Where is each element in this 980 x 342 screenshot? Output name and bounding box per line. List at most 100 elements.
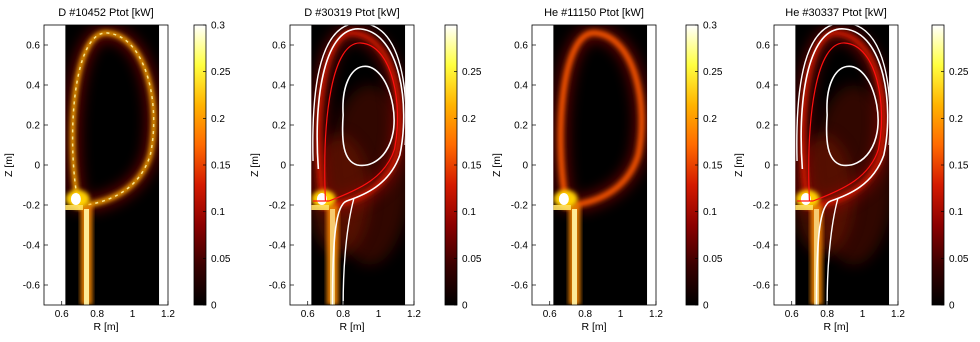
- colorbar-tick-label: 0: [949, 301, 955, 312]
- outer-flux-contour: [312, 25, 406, 162]
- chart-panel-1: 0.6 0.4 0.2 0 -0.2 -0.4 -0.6 0.6 0.8 1 1.2 D #10452…: [3, 7, 231, 333]
- colorbar-tick-label: 0: [703, 301, 709, 312]
- x-tick-label: 1: [618, 309, 624, 320]
- outer-leg-contour: [342, 198, 355, 305]
- x-tick-label: 0.8: [820, 309, 834, 320]
- emission-band-peak: [71, 32, 155, 210]
- y-tick-label: -0.2: [269, 201, 287, 212]
- colorbar-tick-label: 0.05: [703, 254, 723, 265]
- heatmap: [795, 25, 890, 305]
- y-axis-label: Z [m]: [491, 153, 503, 177]
- y-tick-label: 0.6: [272, 41, 286, 52]
- divertor-leg-core: [330, 209, 336, 305]
- x-tick-label: 1.2: [891, 309, 905, 320]
- y-tick-label: 0.4: [272, 81, 286, 92]
- y-tick-label: -0.2: [511, 201, 529, 212]
- colorbar-tick-label: 0.15: [703, 161, 723, 172]
- y-axis-label: Z [m]: [733, 153, 745, 177]
- y-tick-label: -0.4: [511, 241, 529, 252]
- xpoint-hotspot-core: [558, 193, 569, 205]
- heatmap: [65, 25, 160, 305]
- y-tick-label: -0.6: [753, 281, 771, 292]
- colorbar-tick-label: 0.15: [949, 161, 969, 172]
- panel-title: He #11150 Ptot [kW]: [544, 7, 644, 19]
- y-tick-label: 0.4: [26, 81, 40, 92]
- colorbar-tick-label: 0.1: [462, 207, 476, 218]
- inner-target-strike: [65, 205, 83, 210]
- x-tick-label: 1: [860, 309, 866, 320]
- x-tick-label: 0.8: [578, 309, 592, 320]
- x-tick-label: 1: [130, 309, 136, 320]
- colorbar: 0.25 0.2 0.15 0.1 0.05 0: [931, 24, 969, 312]
- emission-band: [557, 30, 645, 210]
- colorbar-tick-label: 0.1: [949, 207, 963, 218]
- xpoint-hotspot-core: [70, 193, 81, 205]
- colorbar-tick-label: 0.25: [462, 67, 482, 78]
- xpoint-hotspot-core: [316, 193, 327, 205]
- y-tick-label: 0.4: [756, 81, 770, 92]
- outer-flux-contour: [796, 25, 890, 162]
- x-tick-label: 1.2: [649, 309, 663, 320]
- y-tick-label: 0.4: [514, 81, 528, 92]
- chart-panel-3: 0.6 0.4 0.2 0 -0.2 -0.4 -0.6 0.6 0.8 1 1.2 He #1115…: [491, 7, 723, 333]
- y-tick-label: 0: [764, 161, 770, 172]
- x-tick-label: 1.2: [161, 309, 175, 320]
- x-axis-label: R [m]: [339, 321, 364, 333]
- divertor-leg-core: [84, 209, 90, 305]
- y-tick-label: 0.2: [514, 121, 528, 132]
- x-tick-label: 1.2: [407, 309, 421, 320]
- colorbar-tick-label: 0.15: [462, 161, 482, 172]
- x-tick-label: 0.6: [543, 309, 557, 320]
- outer-leg-contour: [826, 198, 839, 305]
- y-axis-label: Z [m]: [249, 153, 261, 177]
- colorbar-tick-label: 0.2: [211, 114, 225, 125]
- colorbar-tick-label: 0.25: [949, 67, 969, 78]
- panel-title: D #10452 Ptot [kW]: [58, 7, 153, 19]
- chart-panel-2: 0.6 0.4 0.2 0 -0.2 -0.4 -0.6 0.6 0.8 1 1.2 D #30319…: [249, 7, 482, 333]
- colorbar-tick-label: 0.3: [211, 21, 225, 32]
- y-tick-label: 0.2: [272, 121, 286, 132]
- colorbar-tick-label: 0.2: [949, 114, 963, 125]
- colorbar-tick-label: 0.05: [462, 254, 482, 265]
- xpoint-hotspot-core: [800, 193, 811, 205]
- y-tick-label: -0.4: [23, 241, 41, 252]
- y-tick-label: -0.4: [753, 241, 771, 252]
- colorbar: 0.3 0.25 0.2 0.15 0.1 0.05 0: [193, 21, 231, 312]
- colorbar-tick-label: 0.1: [211, 207, 225, 218]
- separatrix-contour: [316, 28, 405, 305]
- heatmap: [553, 25, 648, 305]
- core-contour: [341, 65, 395, 167]
- y-tick-label: -0.6: [269, 281, 287, 292]
- colorbar-tick-label: 0.2: [703, 114, 717, 125]
- y-tick-label: 0: [522, 161, 528, 172]
- x-tick-label: 0.8: [336, 309, 350, 320]
- x-tick-label: 0.8: [90, 309, 104, 320]
- y-tick-label: -0.2: [23, 201, 41, 212]
- inner-target-strike: [553, 205, 571, 210]
- y-tick-label: -0.2: [753, 201, 771, 212]
- panel-title: D #30319 Ptot [kW]: [304, 7, 399, 19]
- y-tick-label: 0: [34, 161, 40, 172]
- inner-target-strike: [311, 205, 329, 210]
- x-axis-label: R [m]: [823, 321, 848, 333]
- colorbar-tick-label: 0.1: [703, 207, 717, 218]
- colorbar: 0.25 0.2 0.15 0.1 0.05 0: [444, 24, 482, 312]
- y-tick-label: 0.6: [514, 41, 528, 52]
- chart-panel-4: 0.6 0.4 0.2 0 -0.2 -0.4 -0.6 0.6 0.8 1 1.2 He #3033…: [733, 7, 969, 333]
- y-tick-label: 0.2: [26, 121, 40, 132]
- colorbar-tick-label: 0: [211, 301, 217, 312]
- colorbar-tick-label: 0: [462, 301, 468, 312]
- lcfs-contour: [313, 42, 399, 202]
- y-tick-label: 0.6: [756, 41, 770, 52]
- inner-target-strike: [795, 205, 813, 210]
- x-tick-label: 1: [376, 309, 382, 320]
- y-tick-label: -0.4: [269, 241, 287, 252]
- colorbar: 0.3 0.25 0.2 0.15 0.1 0.05 0: [685, 21, 723, 312]
- lcfs-contour: [797, 42, 883, 202]
- core-contour: [825, 65, 879, 167]
- panel-title: He #30337 Ptot [kW]: [785, 7, 887, 19]
- divertor-leg-core: [814, 209, 820, 305]
- y-axis-label: Z [m]: [3, 153, 15, 177]
- y-tick-label: 0: [280, 161, 286, 172]
